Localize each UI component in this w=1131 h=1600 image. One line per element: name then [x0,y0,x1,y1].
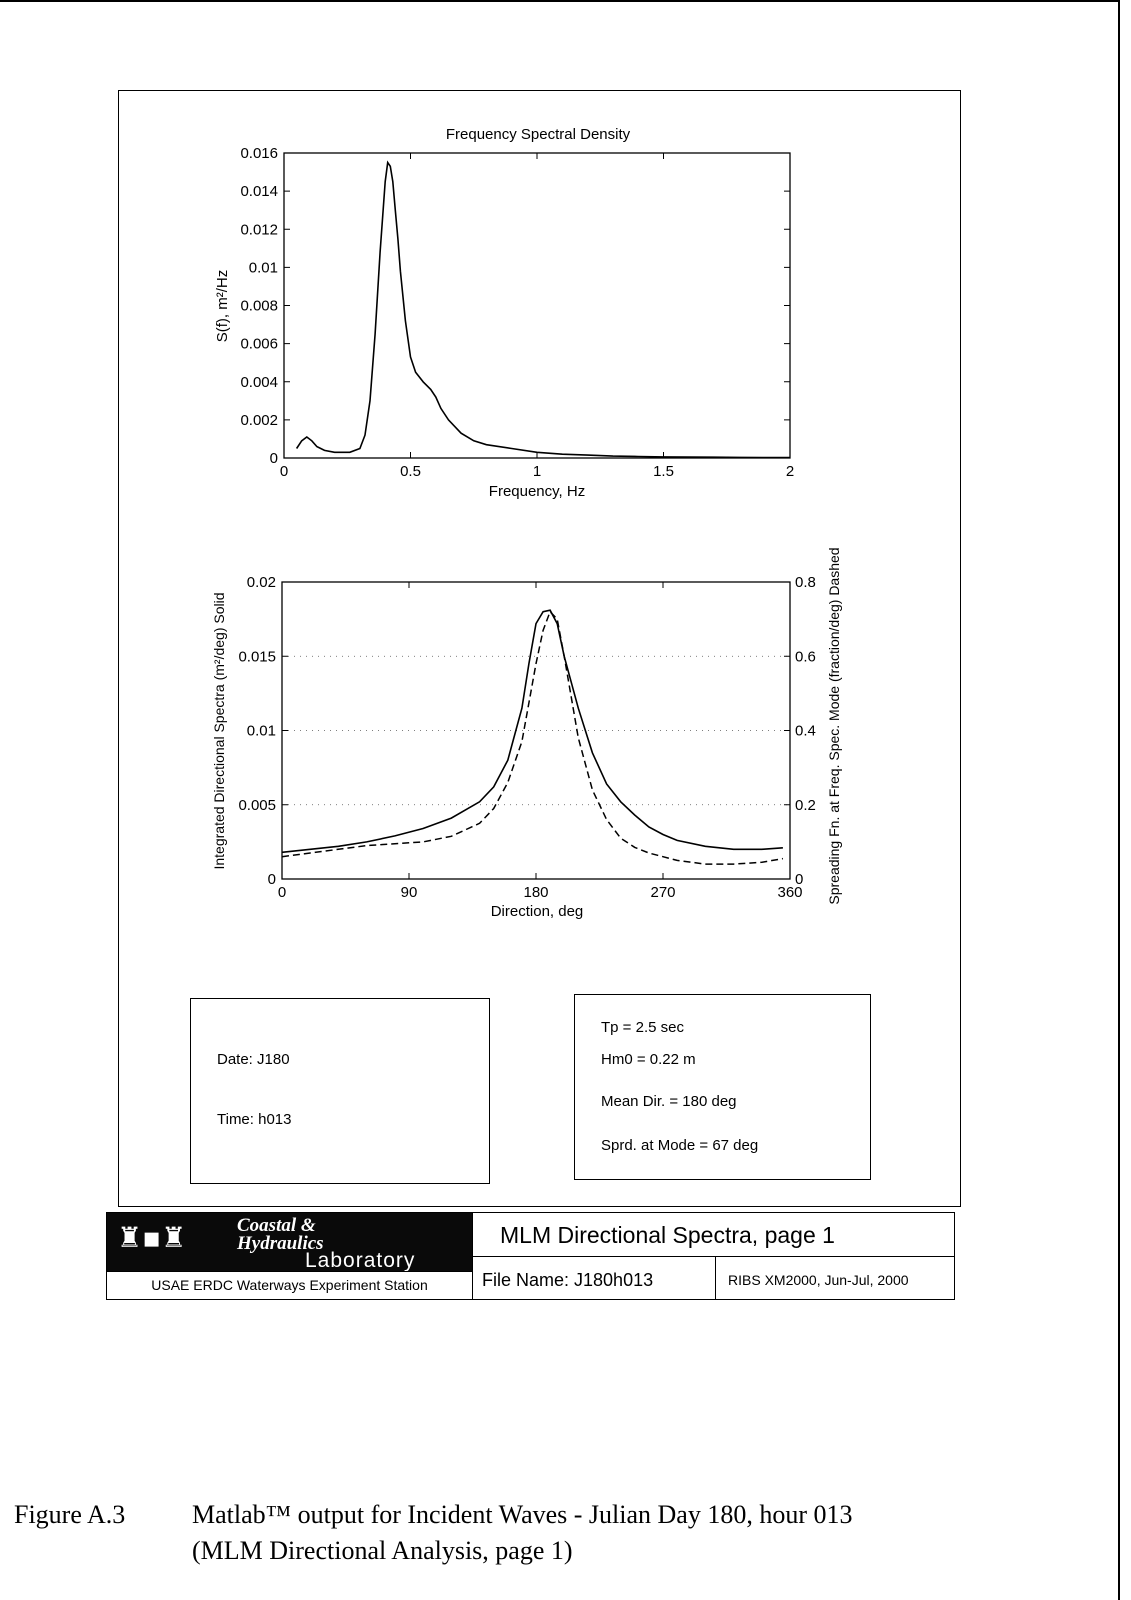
chart1-ytick-label: 0.002 [240,412,278,429]
chart1-ytick-label: 0 [270,450,278,467]
lab-logo: ♜▪♜ Coastal & Hydraulics Laboratory [107,1213,472,1272]
chart1-plot-area [283,152,791,459]
date-label: Date: J180 [217,1051,290,1068]
chart1-ytick-label: 0.014 [240,183,278,200]
chart2-y2tick-label: 0.8 [795,574,816,591]
chart2-y2tick-label: 0.6 [795,648,816,665]
chart1-xtick-label: 0.5 [400,463,421,480]
chart2-xtick-label: 270 [650,884,675,901]
chart2-ytick-label: 0.01 [247,723,276,740]
chart1-xtick-label: 1.5 [653,463,674,480]
file-name: File Name: J180h013 [472,1257,715,1299]
chart2-xlabel: Direction, deg [491,903,584,920]
caption-line1: Matlab™ output for Incident Waves - Juli… [192,1500,853,1529]
title-block: ♜▪♜ Coastal & Hydraulics Laboratory USAE… [106,1212,955,1300]
spread-at-mode: Sprd. at Mode = 67 deg [601,1137,759,1154]
chart1-ytick-label: 0.012 [240,221,278,238]
chart1-xlabel: Frequency, Hz [489,483,585,500]
chart2-y2tick-label: 0.2 [795,797,816,814]
logo-line1: Coastal & [237,1215,316,1236]
peak-period: Tp = 2.5 sec [601,1019,684,1036]
chart2-xtick-label: 90 [401,884,418,901]
chart2-xtick-label: 360 [777,884,802,901]
chart2-ytick-label: 0 [268,871,276,888]
logo-line3: Laboratory [305,1249,416,1272]
sheet-title: MLM Directional Spectra, page 1 [472,1213,954,1257]
chart1-ytick-label: 0.016 [240,145,278,162]
figure-frame [118,90,961,1207]
chart1-xtick-label: 1 [533,463,541,480]
chart1-series-line [295,160,790,459]
charts-canvas: Frequency Spectral Density 0 0.5 1 1.5 2 0 0.0… [211,126,842,920]
castle-icon: ♜▪♜ [117,1221,187,1254]
chart2-ytick-label: 0.005 [238,797,276,814]
chart1-ytick-label: 0.008 [240,298,278,315]
time-label: Time: h013 [217,1111,292,1128]
chart2-y2label: Spreading Fn. at Freq. Spec. Mode (fract… [826,547,842,904]
chart2-y2tick-label: 0.4 [795,723,816,740]
chart1-ylabel: S(f), m²/Hz [214,270,231,343]
chart2-xtick-label: 180 [523,884,548,901]
chart1-ytick-label: 0.004 [240,374,278,391]
chart2-solid-series-line [281,609,783,854]
directional-spectrum-chart: 0 0.005 0.01 0.015 0.02 0 0.2 0.4 0.6 0.8 0 90 180 27… [211,547,842,920]
chart2-ytick-label: 0.015 [238,648,276,665]
wave-height: Hm0 = 0.22 m [601,1051,696,1068]
chart1-ytick-label: 0.006 [240,336,278,353]
chart2-xtick-label: 0 [278,884,286,901]
chart1-xtick-label: 0 [280,463,288,480]
chart2-ytick-label: 0.02 [247,574,276,591]
chart2-ylabel: Integrated Directional Spectra (m²/deg) … [211,592,227,869]
wave-parameters-box: Tp = 2.5 sec Hm0 = 0.22 m Mean Dir. = 18… [574,994,871,1180]
project-label: RIBS XM2000, Jun-Jul, 2000 [715,1257,954,1299]
chart2-dashed-series-line [281,610,784,865]
chart1-xtick-label: 2 [786,463,794,480]
frequency-spectrum-chart: Frequency Spectral Density 0 0.5 1 1.5 2 0 0.0… [214,126,794,500]
figure-number: Figure A.3 [14,1500,126,1529]
date-time-box: Date: J180 Time: h013 [190,998,490,1184]
chart1-title: Frequency Spectral Density [446,126,631,143]
logo-line2: Hydraulics [237,1233,324,1254]
mean-direction: Mean Dir. = 180 deg [601,1093,737,1110]
caption-line2: (MLM Directional Analysis, page 1) [192,1536,573,1565]
organization-label: USAE ERDC Waterways Experiment Station [107,1271,472,1299]
chart1-ytick-label: 0.01 [249,259,278,276]
chart2-y2tick-label: 0 [795,871,803,888]
